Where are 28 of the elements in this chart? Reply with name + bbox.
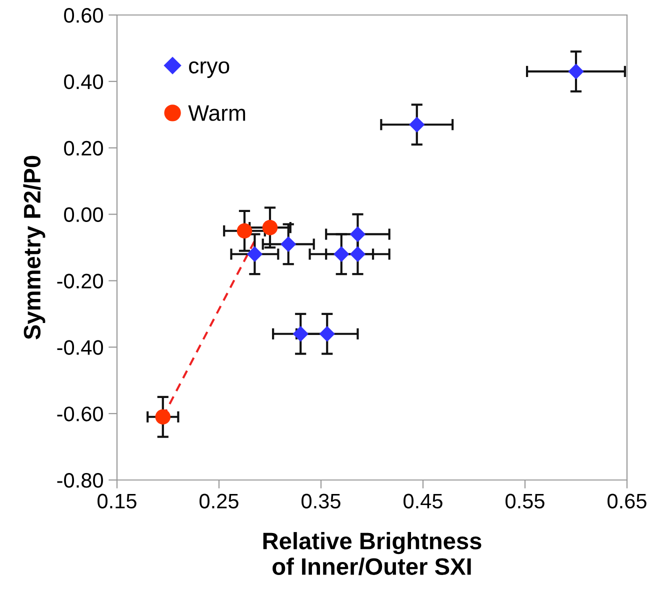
x-tick-label: 0.55 [506, 494, 544, 508]
point [334, 246, 350, 262]
point [319, 326, 335, 342]
x-tick-label: 0.15 [98, 494, 136, 508]
legend-label: cryo [189, 61, 230, 78]
y-tick-label: -0.80 [57, 473, 103, 488]
x-tick-label: 0.25 [200, 494, 238, 508]
y-axis-title: Symmetry P2/P0 [23, 156, 46, 340]
legend-label: Warm [188, 105, 246, 121]
point [350, 246, 366, 262]
point [246, 246, 263, 262]
point [155, 409, 171, 425]
x-axis-title: Relative Brightness of Inner/Outer SXI [263, 532, 482, 576]
y-tick-label: 0.20 [64, 140, 103, 156]
y-tick-label: 0.60 [64, 8, 103, 23]
point [409, 116, 425, 132]
x-tick-label: 0.45 [404, 494, 442, 508]
point [280, 236, 296, 252]
y-tick-label: -0.60 [57, 406, 103, 422]
x-tick-label: 0.65 [608, 494, 646, 508]
point [292, 326, 308, 342]
y-tick-label: -0.20 [57, 274, 103, 288]
y-tick-label: 0.40 [64, 74, 103, 90]
point [350, 226, 366, 242]
y-tick-label: 0.00 [64, 207, 103, 222]
point [568, 64, 584, 80]
x-tick-label: 0.35 [302, 494, 340, 508]
y-tick-label: -0.40 [57, 340, 103, 355]
